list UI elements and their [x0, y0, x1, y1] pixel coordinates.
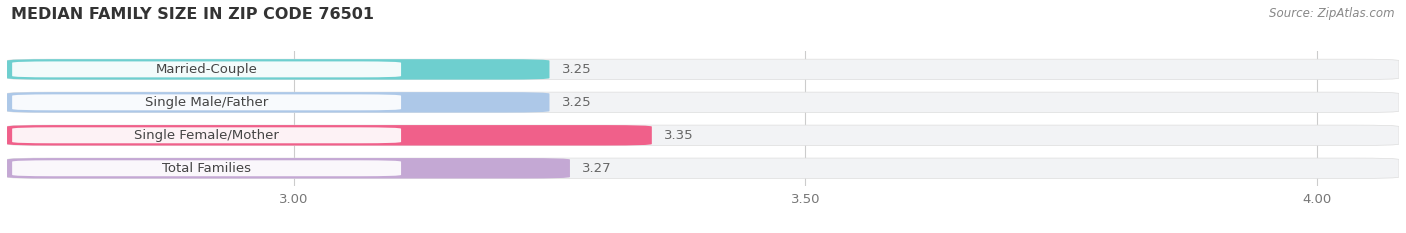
FancyBboxPatch shape	[13, 160, 401, 176]
Text: Source: ZipAtlas.com: Source: ZipAtlas.com	[1270, 7, 1395, 20]
FancyBboxPatch shape	[13, 94, 401, 110]
Text: Total Families: Total Families	[162, 162, 252, 175]
Text: Single Male/Father: Single Male/Father	[145, 96, 269, 109]
Text: Single Female/Mother: Single Female/Mother	[134, 129, 278, 142]
Text: MEDIAN FAMILY SIZE IN ZIP CODE 76501: MEDIAN FAMILY SIZE IN ZIP CODE 76501	[11, 7, 374, 22]
Text: 3.25: 3.25	[562, 63, 592, 76]
FancyBboxPatch shape	[7, 158, 569, 178]
FancyBboxPatch shape	[7, 125, 652, 146]
Text: 3.35: 3.35	[664, 129, 693, 142]
FancyBboxPatch shape	[7, 158, 1399, 178]
Text: 3.25: 3.25	[562, 96, 592, 109]
FancyBboxPatch shape	[7, 92, 550, 113]
FancyBboxPatch shape	[13, 127, 401, 143]
Text: Married-Couple: Married-Couple	[156, 63, 257, 76]
Text: 3.27: 3.27	[582, 162, 612, 175]
FancyBboxPatch shape	[7, 59, 550, 80]
FancyBboxPatch shape	[7, 59, 1399, 80]
FancyBboxPatch shape	[7, 92, 1399, 113]
FancyBboxPatch shape	[7, 125, 1399, 146]
FancyBboxPatch shape	[13, 62, 401, 77]
